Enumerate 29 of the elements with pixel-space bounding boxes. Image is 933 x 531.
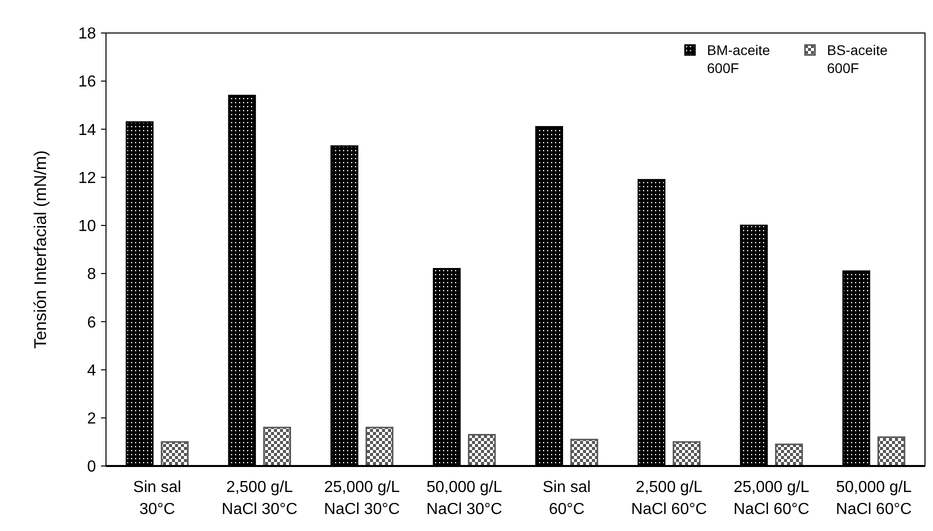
y-tick-label: 0: [87, 458, 96, 476]
bar: [468, 434, 496, 467]
x-tick-label: 50,000 g/L NaCl 30°C: [426, 479, 502, 518]
bar: [263, 426, 292, 467]
x-tick-label: 25,000 g/L NaCl 60°C: [734, 479, 810, 518]
x-tick-label: Sin sal 60°C: [542, 479, 591, 518]
legend-label: BM-aceite 600F: [707, 42, 770, 76]
x-tick-label: 50,000 g/L NaCl 60°C: [836, 479, 912, 518]
x-tick-label: 2,500 g/L NaCl 30°C: [222, 479, 298, 518]
bar: [570, 438, 598, 467]
y-tick-label: 2: [87, 410, 96, 428]
bar: [366, 426, 394, 467]
legend-label: BS-aceite 600F: [827, 42, 888, 76]
x-tick-label: Sin sal 30°C: [133, 479, 182, 518]
bar: [160, 441, 189, 467]
bar: [775, 444, 803, 467]
y-tick-label: 4: [87, 362, 96, 380]
x-tick-label: 25,000 g/L NaCl 30°C: [324, 479, 400, 518]
y-tick-label: 6: [87, 314, 96, 332]
bar: [672, 441, 701, 467]
y-tick-label: 18: [78, 26, 96, 43]
y-tick-label: 10: [78, 218, 96, 236]
x-tick-label: 2,500 g/L NaCl 60°C: [631, 479, 707, 518]
y-tick-label: 14: [78, 122, 96, 139]
y-tick-label: 12: [78, 170, 96, 187]
y-axis-title: Tensión Interfacial (mN/m): [31, 150, 50, 349]
bar: [877, 436, 906, 467]
y-tick-label: 16: [78, 74, 96, 91]
y-tick-label: 8: [87, 266, 96, 284]
